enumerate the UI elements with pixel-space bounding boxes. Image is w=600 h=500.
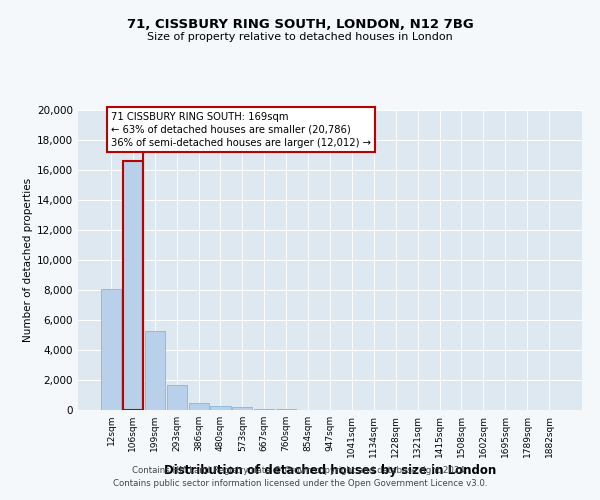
Y-axis label: Number of detached properties: Number of detached properties <box>23 178 33 342</box>
X-axis label: Distribution of detached houses by size in London: Distribution of detached houses by size … <box>164 464 496 477</box>
Bar <box>188 402 209 410</box>
Bar <box>101 288 121 410</box>
Bar <box>145 331 165 410</box>
Bar <box>167 384 187 410</box>
Bar <box>254 408 274 410</box>
Bar <box>211 406 230 410</box>
Text: 71, CISSBURY RING SOUTH, LONDON, N12 7BG: 71, CISSBURY RING SOUTH, LONDON, N12 7BG <box>127 18 473 30</box>
Bar <box>123 161 143 410</box>
Text: 71 CISSBURY RING SOUTH: 169sqm
← 63% of detached houses are smaller (20,786)
36%: 71 CISSBURY RING SOUTH: 169sqm ← 63% of … <box>112 112 371 148</box>
Text: Contains HM Land Registry data © Crown copyright and database right 2024.
Contai: Contains HM Land Registry data © Crown c… <box>113 466 487 487</box>
Bar <box>232 408 253 410</box>
Text: Size of property relative to detached houses in London: Size of property relative to detached ho… <box>147 32 453 42</box>
